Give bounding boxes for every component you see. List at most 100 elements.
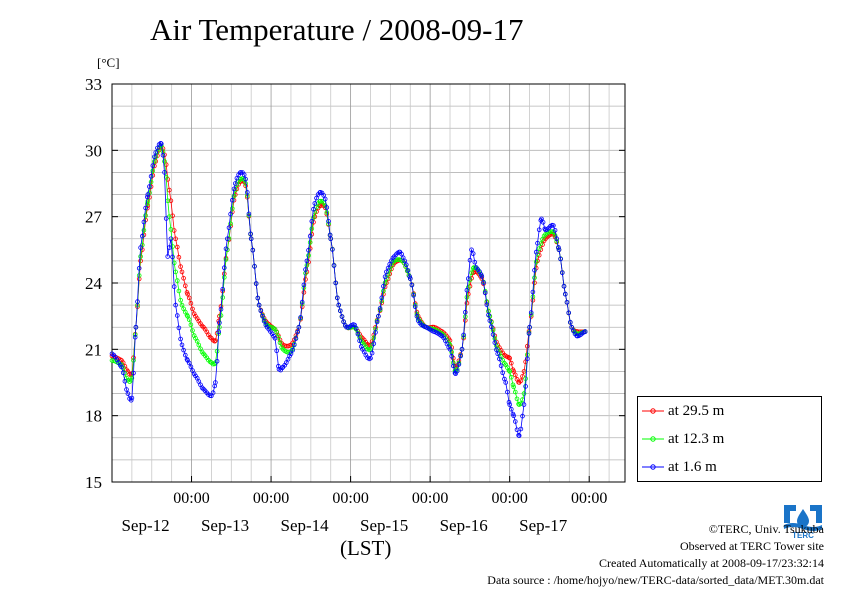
data-point-2 xyxy=(248,236,254,242)
data-point-1 xyxy=(168,227,174,232)
data-point-1 xyxy=(222,275,227,280)
data-point-2 xyxy=(479,274,485,279)
data-point-1 xyxy=(536,246,542,251)
data-point-2 xyxy=(217,320,222,326)
data-point-2 xyxy=(384,269,389,275)
data-point-2 xyxy=(402,258,408,264)
footer-copyright: ©TERC, Univ. Tsukuba xyxy=(708,522,824,536)
data-point-0 xyxy=(178,264,183,269)
data-point-2 xyxy=(489,324,494,330)
data-point-2 xyxy=(561,283,567,289)
x-tick-label-time: 00:00 xyxy=(332,490,368,507)
data-point-1 xyxy=(179,302,185,308)
x-tick-label-date: Sep-12 xyxy=(121,516,169,535)
data-point-2 xyxy=(554,236,559,242)
data-point-0 xyxy=(190,306,195,312)
data-point-1 xyxy=(478,271,483,277)
data-point-2 xyxy=(344,324,349,330)
data-point-1 xyxy=(518,401,524,407)
data-point-2 xyxy=(255,295,261,301)
data-point-2 xyxy=(373,330,378,335)
data-point-2 xyxy=(233,181,238,186)
data-point-2 xyxy=(530,289,536,295)
data-point-1 xyxy=(233,187,238,193)
data-point-2 xyxy=(458,353,463,359)
data-point-2 xyxy=(505,389,510,395)
data-point-2 xyxy=(562,291,568,297)
data-point-2 xyxy=(143,205,148,211)
data-point-2 xyxy=(162,170,167,175)
legend-marker-icon xyxy=(642,436,664,442)
data-point-2 xyxy=(355,331,361,337)
data-point-2 xyxy=(145,194,150,200)
data-point-2 xyxy=(179,342,185,348)
data-point-2 xyxy=(120,370,126,376)
data-point-2 xyxy=(210,390,216,396)
data-point-0 xyxy=(183,283,188,289)
legend-marker-icon xyxy=(642,408,664,414)
data-point-1 xyxy=(469,270,474,276)
data-point-2 xyxy=(472,259,478,265)
data-point-2 xyxy=(125,391,131,396)
data-point-2 xyxy=(331,263,337,268)
data-point-2 xyxy=(500,370,506,376)
data-point-1 xyxy=(228,221,233,227)
data-point-2 xyxy=(309,219,315,224)
data-point-1 xyxy=(175,278,180,283)
data-point-1 xyxy=(148,179,154,185)
data-point-2 xyxy=(230,197,235,203)
data-point-2 xyxy=(484,302,490,307)
y-tick-label: 33 xyxy=(85,75,102,94)
data-point-2 xyxy=(556,245,561,250)
data-point-2 xyxy=(135,299,140,304)
data-point-2 xyxy=(521,402,527,407)
x-tick-label-time: 00:00 xyxy=(173,490,209,507)
data-point-2 xyxy=(128,397,134,403)
data-point-2 xyxy=(303,267,308,272)
data-point-1 xyxy=(178,297,183,303)
data-point-2 xyxy=(160,153,166,158)
x-tick-label-date: Sep-15 xyxy=(360,516,408,535)
data-point-2 xyxy=(326,219,331,224)
data-point-2 xyxy=(188,364,194,370)
data-point-2 xyxy=(214,358,220,364)
legend-item-2: at 1.6 m xyxy=(642,456,717,478)
data-point-2 xyxy=(248,231,253,237)
data-point-2 xyxy=(167,245,172,250)
data-point-2 xyxy=(311,206,316,212)
data-point-2 xyxy=(503,380,509,385)
data-point-2 xyxy=(469,247,474,253)
data-point-1 xyxy=(311,215,316,220)
data-point-2 xyxy=(260,313,265,319)
data-point-0 xyxy=(507,355,513,361)
data-point-2 xyxy=(122,378,128,384)
data-point-2 xyxy=(387,261,393,267)
data-point-1 xyxy=(194,338,200,344)
chart-title: Air Temperature / 2008-09-17 xyxy=(150,12,524,47)
data-point-0 xyxy=(520,374,525,379)
data-point-2 xyxy=(518,426,524,432)
data-point-1 xyxy=(507,369,513,374)
data-point-1 xyxy=(171,260,177,266)
data-point-2 xyxy=(301,282,307,288)
x-tick-label-date: Sep-16 xyxy=(440,516,488,535)
data-point-2 xyxy=(216,329,222,335)
data-point-1 xyxy=(218,313,224,318)
data-point-2 xyxy=(155,145,160,151)
footer-source: Data source : /home/hojyo/new/TERC-data/… xyxy=(487,573,824,587)
data-point-2 xyxy=(132,334,138,340)
data-point-2 xyxy=(152,154,157,160)
data-point-2 xyxy=(333,280,339,286)
data-point-2 xyxy=(540,220,546,225)
data-point-2 xyxy=(511,413,517,419)
data-point-2 xyxy=(138,245,143,250)
data-point-2 xyxy=(506,399,512,405)
data-point-2 xyxy=(330,247,335,252)
data-point-1 xyxy=(190,328,195,333)
data-point-2 xyxy=(552,228,558,233)
data-point-2 xyxy=(222,265,227,271)
data-point-2 xyxy=(536,227,542,233)
data-point-2 xyxy=(218,306,224,312)
data-point-2 xyxy=(414,313,420,319)
data-point-2 xyxy=(168,236,174,242)
